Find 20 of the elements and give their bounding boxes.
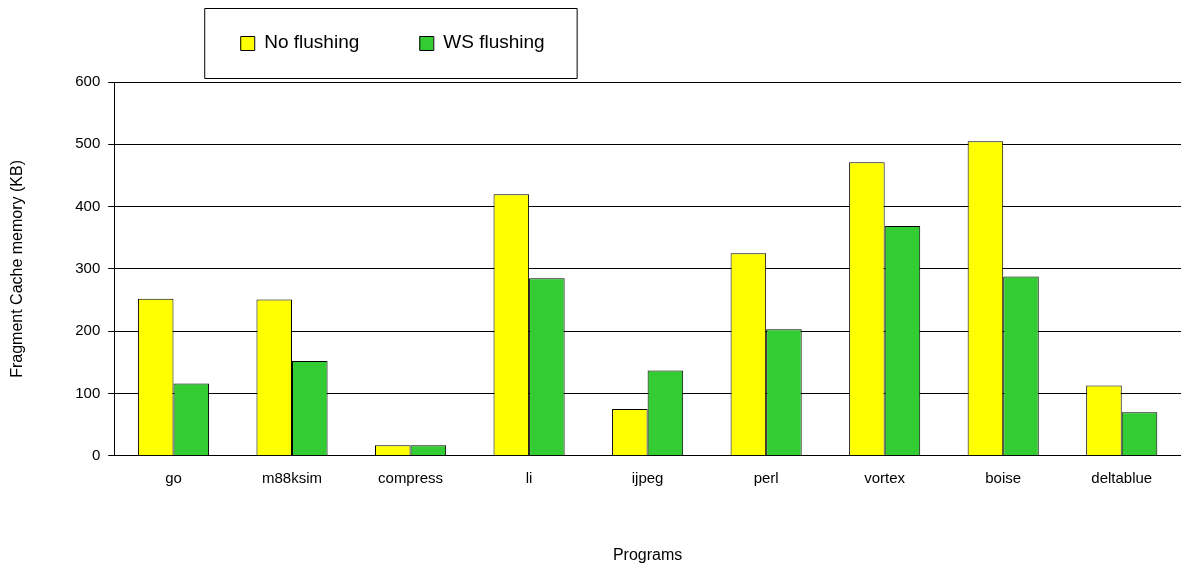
x-tick-label: perl (753, 468, 779, 486)
y-tick-label: 0 (91, 445, 101, 463)
y-tick-label: 500 (75, 134, 101, 152)
y-tick-label: 400 (75, 196, 101, 214)
x-tick-label: compress (378, 468, 444, 486)
y-tick-label: 200 (75, 321, 101, 339)
x-tick-label: deltablue (1091, 468, 1153, 486)
x-tick-label: boise (985, 468, 1022, 486)
y-tick-label: 100 (75, 383, 101, 401)
x-tick-label: ijpeg (631, 468, 664, 486)
x-tick-label: m88ksim (262, 468, 323, 486)
y-tick-label: 300 (75, 259, 101, 277)
x-tick-label: go (165, 468, 182, 486)
legend-label: WS flushing (443, 31, 545, 53)
y-axis-title: Fragment Cache memory (KB) (8, 159, 26, 378)
x-tick-label: li (525, 468, 533, 486)
x-tick-label: vortex (864, 468, 906, 486)
y-tick-label: 600 (75, 72, 101, 90)
x-axis-title: Programs (612, 545, 683, 563)
legend-label: No flushing (264, 31, 360, 53)
